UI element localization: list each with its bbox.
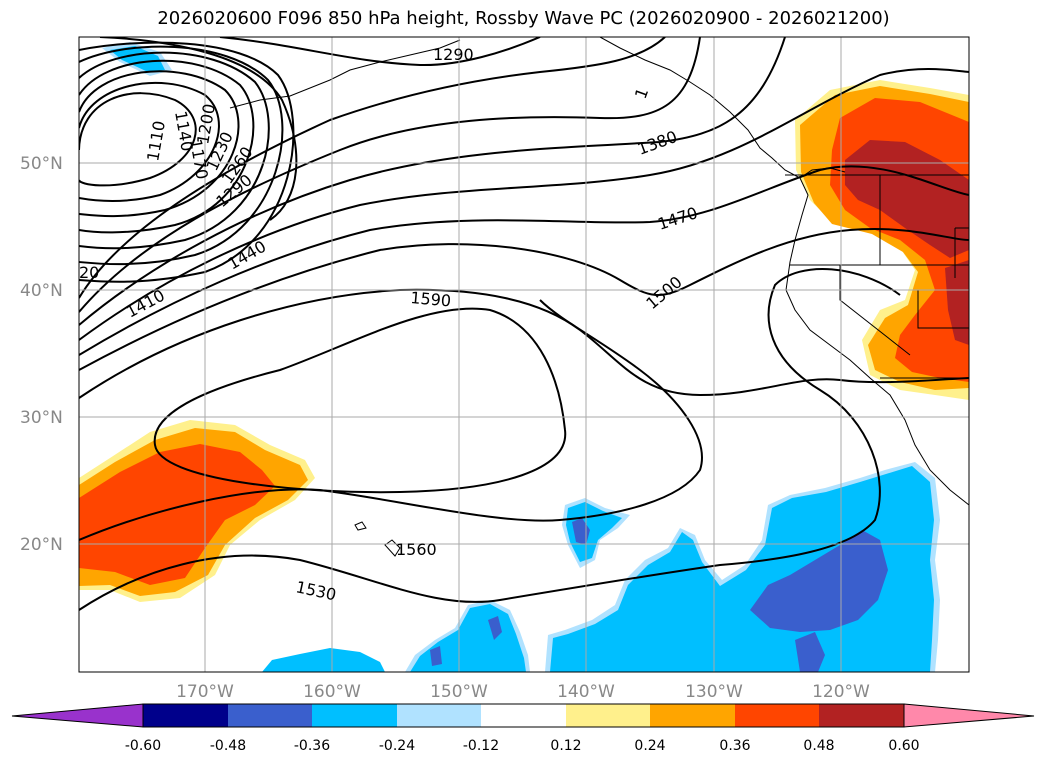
- contour-line: [79, 70, 240, 218]
- contour-line: [79, 268, 901, 611]
- lon-label-140: 140°W: [557, 682, 615, 702]
- colorbar-under-triangle: [11, 703, 144, 728]
- lon-label-120: 120°W: [812, 682, 870, 702]
- lat-label-30: 30°N: [20, 408, 63, 428]
- lon-label-150: 150°W: [430, 682, 488, 702]
- contour-line: [79, 81, 220, 202]
- contour-line: [79, 37, 666, 299]
- contour-line: [99, 37, 298, 221]
- negative-anomaly-patch: [488, 616, 502, 640]
- colorbar: -0.60 -0.48 -0.36 -0.24 -0.12 0.12 0.24 …: [11, 703, 1035, 754]
- colorbar-bin: [819, 704, 904, 727]
- lon-label-170: 170°W: [176, 682, 234, 702]
- positive-anomaly-patch: [945, 260, 969, 345]
- coastline: [229, 37, 969, 557]
- contour-line: [79, 37, 701, 313]
- contour-line: [79, 92, 197, 187]
- coastline-path: [354, 521, 367, 531]
- contour-line: [219, 37, 541, 67]
- contour-line: [79, 288, 969, 399]
- colorbar-bin: [566, 704, 650, 727]
- contour-label: 1560: [396, 540, 437, 559]
- colorbar-tick-label: -0.60: [125, 738, 161, 754]
- colorbar-frame: [142, 703, 905, 728]
- border-line: [917, 290, 969, 329]
- positive-anomaly-patch: [845, 140, 969, 258]
- negative-anomaly-patch: [750, 530, 888, 632]
- coastline-path: [599, 37, 969, 506]
- contour-label: 1290: [433, 45, 474, 64]
- latitude-labels: 50°N 40°N 30°N 20°N: [20, 154, 63, 555]
- height-contours: [79, 37, 969, 611]
- border-line: [839, 265, 911, 356]
- coastline-path: [799, 167, 846, 179]
- graticule: [79, 37, 969, 672]
- colorbar-over-triangle: [903, 703, 1035, 728]
- negative-anomaly-patch: [262, 648, 385, 672]
- coastline-path: [229, 39, 461, 109]
- contour-line: [79, 228, 969, 371]
- contour-line: [79, 68, 969, 341]
- colorbar-tick-label: -0.48: [210, 738, 246, 754]
- colorbar-tick-label: -0.12: [463, 738, 499, 754]
- colorbar-bin: [143, 704, 228, 727]
- colorbar-bin: [312, 704, 397, 727]
- colorbar-bin: [735, 704, 819, 727]
- negative-anomaly-patch: [795, 632, 825, 672]
- colorbar-tick-label: 0.36: [719, 738, 750, 754]
- colorbar-bin: [228, 704, 312, 727]
- coastline-path: [384, 539, 401, 557]
- colorbar-tick-label: 0.12: [550, 738, 581, 754]
- longitude-labels: 170°W 160°W 150°W 140°W 130°W 120°W: [176, 682, 870, 702]
- colorbar-tick-label: 0.60: [888, 738, 919, 754]
- contour-line: [79, 41, 295, 283]
- contour-line: [79, 165, 969, 356]
- lon-label-160: 160°W: [303, 682, 361, 702]
- lon-label-130: 130°W: [685, 682, 743, 702]
- contour-line: [79, 37, 786, 326]
- contour-label: 20: [79, 263, 99, 282]
- contour-label: 1590: [410, 288, 452, 310]
- contour-line: [79, 59, 255, 234]
- colorbar-tick-label: 0.24: [634, 738, 665, 754]
- colorbar-tick-label: -0.36: [294, 738, 330, 754]
- colorbar-tick-label: 0.48: [803, 738, 834, 754]
- colorbar-bin: [397, 704, 481, 727]
- colorbar-bin: [650, 704, 735, 727]
- lat-label-20: 20°N: [20, 535, 63, 555]
- contour-line: [79, 45, 284, 266]
- map-title: 2026020600 F096 850 hPa height, Rossby W…: [157, 8, 890, 29]
- lat-label-50: 50°N: [20, 154, 63, 174]
- negative-anomaly-patch: [430, 646, 442, 666]
- contour-line: [79, 51, 270, 250]
- colorbar-tick-label: -0.24: [379, 738, 415, 754]
- lat-label-40: 40°N: [20, 281, 63, 301]
- map-frame: [78, 36, 970, 673]
- colorbar-bin: [481, 704, 566, 727]
- negative-anomaly-patch: [110, 46, 165, 72]
- contour-line: [79, 299, 703, 541]
